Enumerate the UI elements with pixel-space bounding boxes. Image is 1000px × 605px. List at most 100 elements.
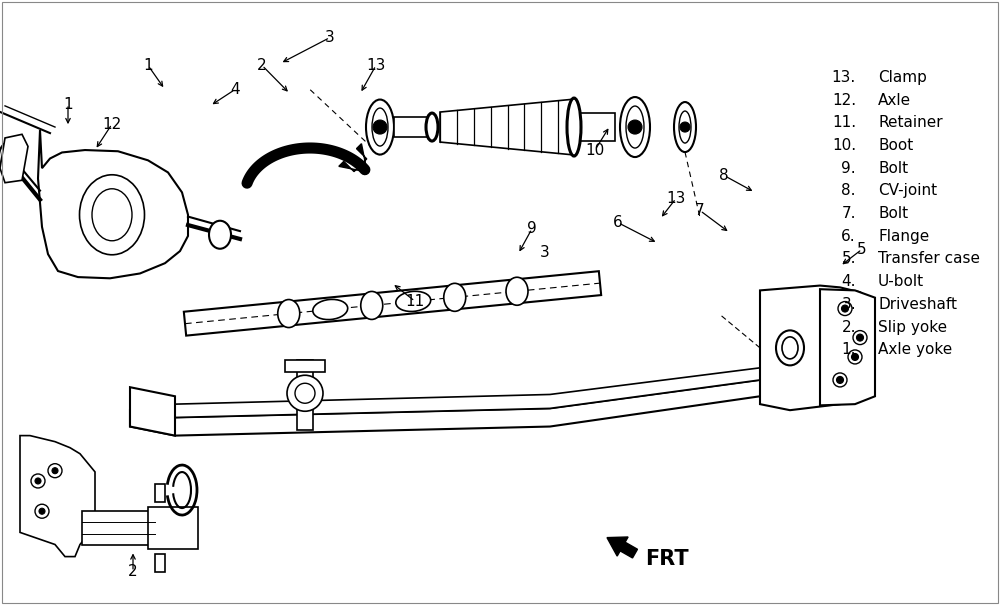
Ellipse shape bbox=[313, 299, 348, 319]
Text: 4: 4 bbox=[230, 82, 240, 97]
Ellipse shape bbox=[674, 102, 696, 152]
Text: Axle: Axle bbox=[878, 93, 911, 108]
Circle shape bbox=[35, 478, 41, 484]
Ellipse shape bbox=[626, 106, 644, 148]
Polygon shape bbox=[820, 289, 875, 405]
Ellipse shape bbox=[776, 330, 804, 365]
Polygon shape bbox=[580, 113, 615, 141]
Circle shape bbox=[833, 373, 847, 387]
Text: Retainer: Retainer bbox=[878, 116, 943, 130]
Text: 11.: 11. bbox=[832, 116, 856, 130]
Ellipse shape bbox=[80, 175, 144, 255]
Ellipse shape bbox=[366, 100, 394, 154]
Polygon shape bbox=[38, 130, 188, 278]
Circle shape bbox=[856, 334, 864, 341]
Polygon shape bbox=[130, 360, 820, 417]
Ellipse shape bbox=[0, 143, 17, 171]
Ellipse shape bbox=[444, 283, 466, 312]
Circle shape bbox=[31, 474, 45, 488]
Text: 4.: 4. bbox=[842, 274, 856, 289]
Circle shape bbox=[39, 508, 45, 514]
Text: 9: 9 bbox=[527, 221, 537, 236]
Text: 2: 2 bbox=[257, 58, 267, 73]
Polygon shape bbox=[394, 117, 430, 137]
Ellipse shape bbox=[372, 108, 388, 146]
Polygon shape bbox=[130, 372, 820, 436]
Circle shape bbox=[852, 353, 858, 361]
Text: 10.: 10. bbox=[832, 138, 856, 153]
Polygon shape bbox=[130, 387, 175, 436]
Text: Bolt: Bolt bbox=[878, 161, 908, 175]
Text: 6: 6 bbox=[613, 215, 623, 230]
Text: 12: 12 bbox=[102, 117, 122, 131]
Polygon shape bbox=[155, 554, 165, 572]
Text: 13: 13 bbox=[666, 191, 686, 206]
Circle shape bbox=[35, 504, 49, 518]
Text: 3.: 3. bbox=[841, 297, 856, 312]
Text: Axle yoke: Axle yoke bbox=[878, 342, 952, 357]
Polygon shape bbox=[82, 511, 155, 544]
Polygon shape bbox=[297, 360, 313, 430]
Text: 13: 13 bbox=[366, 58, 386, 73]
Text: 7: 7 bbox=[695, 203, 705, 218]
FancyArrow shape bbox=[607, 537, 637, 558]
Text: 3: 3 bbox=[540, 246, 550, 260]
Circle shape bbox=[848, 350, 862, 364]
Text: 9.: 9. bbox=[841, 161, 856, 175]
Circle shape bbox=[48, 463, 62, 478]
Text: 5.: 5. bbox=[842, 252, 856, 266]
Text: Transfer case: Transfer case bbox=[878, 252, 980, 266]
Text: CV-joint: CV-joint bbox=[878, 183, 937, 198]
Text: 1: 1 bbox=[143, 58, 153, 73]
Circle shape bbox=[295, 383, 315, 404]
Text: 6.: 6. bbox=[841, 229, 856, 244]
Text: 1: 1 bbox=[63, 97, 73, 111]
Ellipse shape bbox=[426, 113, 438, 141]
Circle shape bbox=[52, 468, 58, 474]
Circle shape bbox=[838, 301, 852, 316]
Text: 11: 11 bbox=[405, 294, 425, 309]
Text: 13.: 13. bbox=[832, 70, 856, 85]
Circle shape bbox=[373, 120, 387, 134]
Text: 3: 3 bbox=[325, 30, 335, 45]
Text: Slip yoke: Slip yoke bbox=[878, 319, 947, 335]
Polygon shape bbox=[148, 507, 198, 549]
Ellipse shape bbox=[506, 277, 528, 306]
Circle shape bbox=[628, 120, 642, 134]
Ellipse shape bbox=[209, 221, 231, 249]
Text: 5: 5 bbox=[857, 242, 867, 257]
Polygon shape bbox=[440, 99, 575, 155]
Text: Boot: Boot bbox=[878, 138, 913, 153]
Text: Driveshaft: Driveshaft bbox=[878, 297, 957, 312]
Polygon shape bbox=[760, 286, 870, 410]
Text: Flange: Flange bbox=[878, 229, 929, 244]
Text: 2: 2 bbox=[128, 564, 138, 579]
Circle shape bbox=[680, 122, 690, 132]
Circle shape bbox=[842, 305, 848, 312]
Polygon shape bbox=[20, 436, 95, 557]
Text: 7.: 7. bbox=[842, 206, 856, 221]
Ellipse shape bbox=[278, 299, 300, 327]
Text: 12.: 12. bbox=[832, 93, 856, 108]
Polygon shape bbox=[285, 360, 325, 372]
Text: Clamp: Clamp bbox=[878, 70, 927, 85]
Text: FRT: FRT bbox=[645, 549, 689, 569]
Text: 1.: 1. bbox=[842, 342, 856, 357]
Text: 8: 8 bbox=[719, 168, 729, 183]
Text: 2.: 2. bbox=[842, 319, 856, 335]
Text: 10: 10 bbox=[585, 143, 605, 157]
Ellipse shape bbox=[567, 98, 581, 156]
Polygon shape bbox=[155, 484, 165, 502]
Ellipse shape bbox=[396, 291, 431, 312]
Text: Bolt: Bolt bbox=[878, 206, 908, 221]
Ellipse shape bbox=[361, 292, 383, 319]
Ellipse shape bbox=[92, 189, 132, 241]
Circle shape bbox=[287, 375, 323, 411]
Polygon shape bbox=[184, 271, 601, 336]
Ellipse shape bbox=[679, 111, 691, 143]
Text: U-bolt: U-bolt bbox=[878, 274, 924, 289]
FancyArrow shape bbox=[339, 144, 367, 172]
Circle shape bbox=[853, 330, 867, 345]
Ellipse shape bbox=[620, 97, 650, 157]
Text: 8.: 8. bbox=[842, 183, 856, 198]
